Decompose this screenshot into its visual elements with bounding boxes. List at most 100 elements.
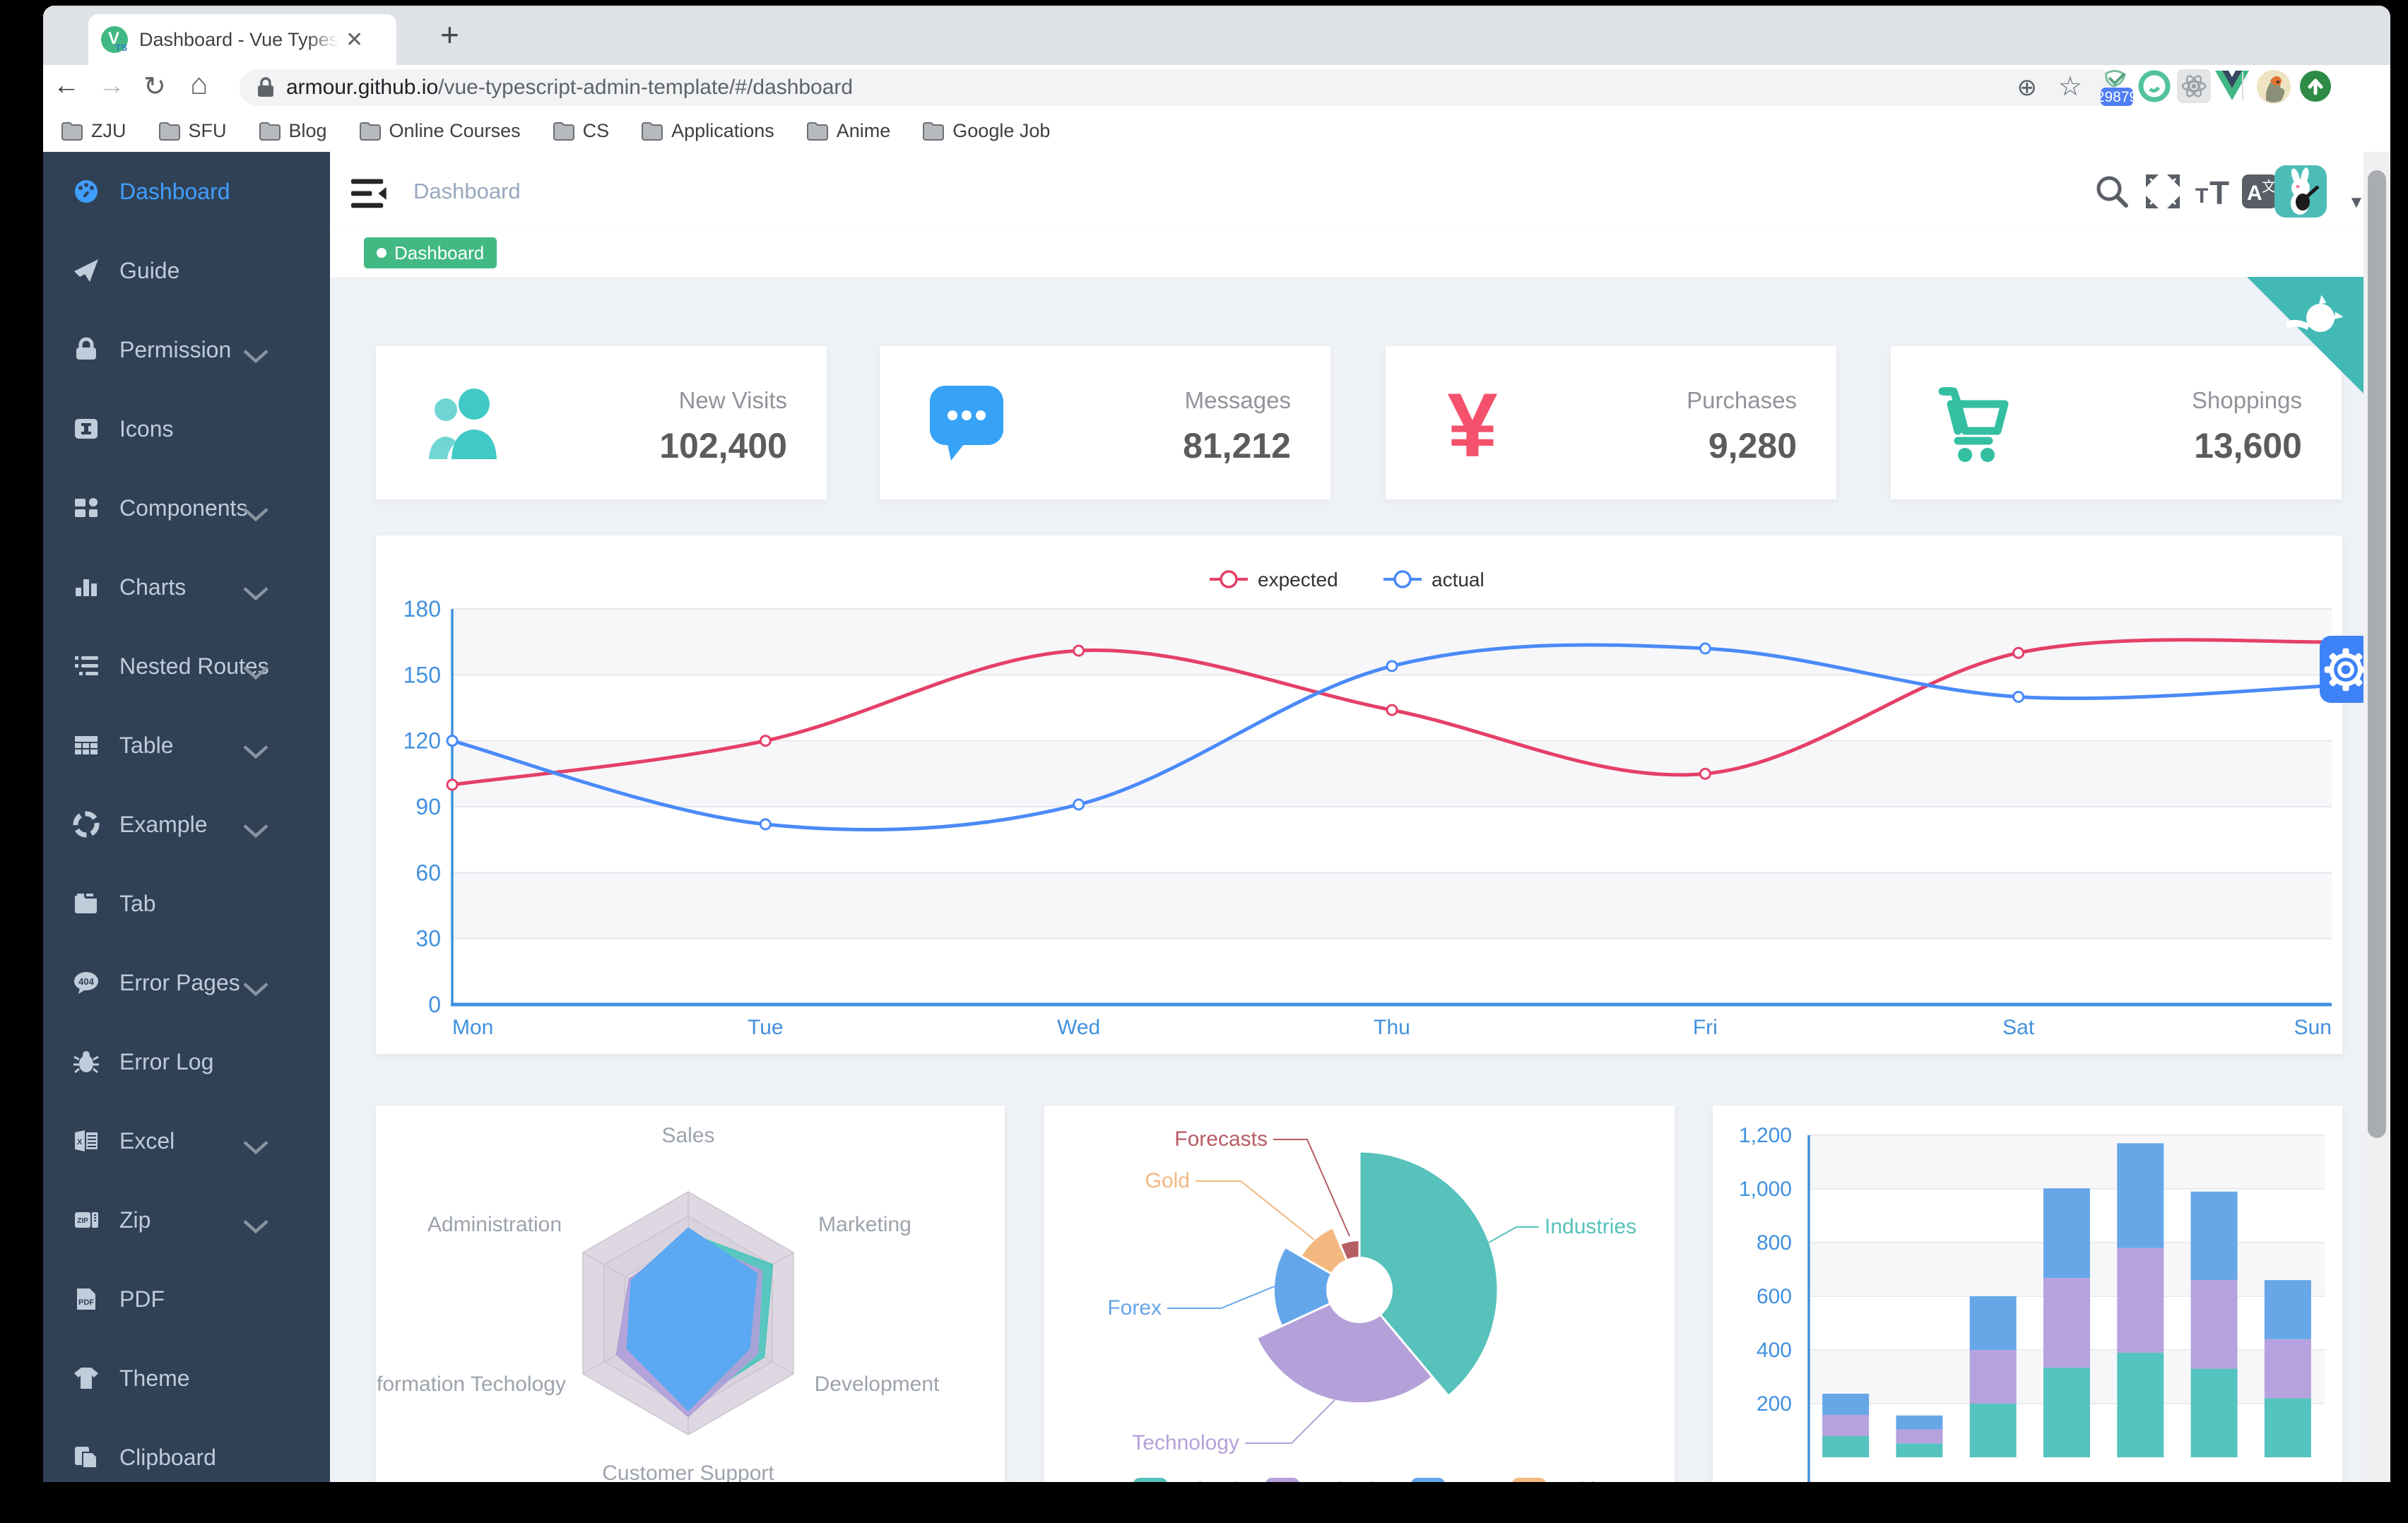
tag-dashboard[interactable]: Dashboard bbox=[364, 237, 497, 268]
svg-text:60: 60 bbox=[415, 860, 441, 885]
sidebar-item-components[interactable]: Components bbox=[43, 468, 330, 547]
user-avatar[interactable] bbox=[2274, 165, 2327, 218]
scrollbar-thumb[interactable] bbox=[2368, 170, 2386, 1138]
sidebar-item-error-log[interactable]: Error Log bbox=[43, 1022, 330, 1101]
svg-text:29879: 29879 bbox=[2101, 89, 2135, 105]
excel-icon: X bbox=[75, 1130, 98, 1151]
browser-window: VTS Dashboard - Vue Typescript Ad ✕ + ← … bbox=[43, 6, 2390, 1482]
sidebar-item-nested-routes[interactable]: Nested Routes bbox=[43, 627, 330, 706]
bar-chart: 1,200 1,000 800 600 400 200 bbox=[1739, 1124, 2325, 1482]
sidebar-item-permission[interactable]: Permission bbox=[43, 310, 330, 389]
sidebar-item-clipboard[interactable]: Clipboard bbox=[43, 1418, 330, 1482]
charts-icon bbox=[76, 579, 97, 596]
search-icon[interactable] bbox=[2094, 173, 2130, 210]
sidebar-item-dashboard[interactable]: Dashboard bbox=[43, 152, 330, 231]
sidebar-item-error-pages[interactable]: 404 Error Pages bbox=[43, 943, 330, 1022]
extension-circle-icon[interactable] bbox=[2137, 69, 2171, 103]
example-icon bbox=[73, 811, 100, 838]
sidebar-item-pdf[interactable]: PDF PDF bbox=[43, 1260, 330, 1339]
stat-value: 13,600 bbox=[2194, 426, 2302, 466]
bookmark-item[interactable]: ZJU bbox=[61, 120, 126, 142]
svg-text:1,200: 1,200 bbox=[1739, 1124, 1792, 1147]
bookmark-item[interactable]: Blog bbox=[259, 120, 327, 142]
sidebar-item-theme[interactable]: Theme bbox=[43, 1339, 330, 1418]
tag-label: Dashboard bbox=[394, 242, 485, 263]
sidebar-item-excel[interactable]: X Excel bbox=[43, 1101, 330, 1180]
bookmark-label: Anime bbox=[836, 120, 891, 141]
folder-icon bbox=[259, 122, 281, 141]
stat-label: Shoppings bbox=[2192, 387, 2302, 413]
folder-icon bbox=[61, 122, 83, 141]
bookmark-item[interactable]: Applications bbox=[642, 120, 774, 142]
fullscreen-icon[interactable] bbox=[2144, 173, 2181, 210]
sidebar-item-charts[interactable]: Charts bbox=[43, 547, 330, 627]
sidebar-item-table[interactable]: Table bbox=[43, 706, 330, 785]
page-scrollbar[interactable] bbox=[2363, 152, 2390, 1482]
tab-close-icon[interactable]: ✕ bbox=[346, 28, 364, 52]
zoom-plus-icon[interactable]: ⊕ bbox=[2017, 74, 2038, 101]
stat-card-purchases[interactable]: ¥ Purchases 9,280 bbox=[1386, 346, 1836, 499]
chevron-down-icon bbox=[243, 350, 268, 364]
bookmark-item[interactable]: SFU bbox=[158, 120, 227, 142]
folder-icon bbox=[158, 122, 180, 141]
sidebar-item-zip[interactable]: ZIP Zip bbox=[43, 1180, 330, 1260]
settings-panel-button[interactable] bbox=[2320, 636, 2372, 703]
sidebar-item-tab[interactable]: Tab bbox=[43, 864, 330, 943]
extension-react-icon[interactable] bbox=[2177, 69, 2211, 103]
new-tab-button[interactable]: + bbox=[440, 16, 459, 53]
home-icon[interactable]: ⌂ bbox=[190, 67, 208, 100]
caret-down-icon[interactable]: ▼ bbox=[2348, 193, 2365, 212]
chevron-down-icon bbox=[243, 745, 268, 759]
guide-icon bbox=[74, 259, 98, 282]
folder-icon bbox=[359, 122, 381, 141]
bookmark-item[interactable]: Online Courses bbox=[359, 120, 521, 142]
lock-icon bbox=[258, 77, 273, 97]
bookmark-label: ZJU bbox=[91, 120, 126, 141]
browser-tab[interactable]: VTS Dashboard - Vue Typescript Ad ✕ bbox=[88, 14, 396, 65]
svg-text:PDF: PDF bbox=[78, 1298, 94, 1307]
github-corner[interactable] bbox=[2247, 277, 2363, 393]
sidebar-item-example[interactable]: Example bbox=[43, 785, 330, 864]
stat-value: 81,212 bbox=[1183, 426, 1291, 466]
chevron-down-icon bbox=[243, 1220, 268, 1234]
app-root: Dashboard Guide Permission Icons Components C… bbox=[43, 152, 2390, 1482]
extension-upload-icon[interactable] bbox=[2298, 69, 2332, 103]
tab-strip: VTS Dashboard - Vue Typescript Ad ✕ + bbox=[43, 6, 2390, 65]
bookmark-item[interactable]: CS bbox=[553, 120, 610, 142]
svg-text:404: 404 bbox=[78, 976, 94, 987]
chevron-down-icon bbox=[243, 1141, 268, 1155]
stat-label: Messages bbox=[1184, 387, 1291, 413]
sidebar-item-label: Table bbox=[119, 732, 174, 758]
svg-text:Customer Support: Customer Support bbox=[602, 1462, 774, 1482]
bookmark-item[interactable]: Anime bbox=[806, 120, 891, 142]
breadcrumb[interactable]: Dashboard bbox=[413, 179, 521, 203]
forward-icon[interactable]: → bbox=[98, 71, 125, 100]
stat-card-messages[interactable]: Messages 81,212 bbox=[880, 346, 1330, 499]
bookmark-item[interactable]: Google Job bbox=[923, 120, 1050, 142]
svg-text:formation Techology: formation Techology bbox=[377, 1373, 566, 1396]
lock-icon bbox=[76, 337, 96, 360]
table-icon bbox=[75, 736, 98, 754]
stat-card-shoppings[interactable]: Shoppings 13,600 bbox=[1891, 346, 2342, 499]
address-bar[interactable]: armour.github.io/vue-typescript-admin-te… bbox=[240, 69, 2116, 106]
profile-avatar[interactable] bbox=[2256, 69, 2291, 104]
hamburger-icon[interactable] bbox=[351, 176, 388, 213]
reload-icon[interactable]: ↻ bbox=[143, 72, 166, 102]
dashboard-icon bbox=[75, 180, 98, 203]
bookmark-label: CS bbox=[582, 120, 610, 141]
back-icon[interactable]: ← bbox=[53, 71, 80, 100]
sidebar-item-icons[interactable]: Icons bbox=[43, 389, 330, 468]
svg-text:Sales: Sales bbox=[661, 1124, 714, 1147]
sidebar-item-guide[interactable]: Guide bbox=[43, 231, 330, 310]
sidebar-item-label: Components bbox=[119, 494, 248, 521]
sidebar-item-label: PDF bbox=[119, 1286, 165, 1312]
svg-text:¥: ¥ bbox=[1447, 380, 1497, 465]
extension-vue-icon[interactable] bbox=[2215, 69, 2249, 103]
stat-card-new-visits[interactable]: New Visits 102,400 bbox=[376, 346, 827, 499]
bookmark-star-icon[interactable]: ☆ bbox=[2058, 72, 2082, 102]
extension-check-icon[interactable]: 29879 bbox=[2096, 69, 2137, 106]
svg-text:0: 0 bbox=[428, 992, 441, 1017]
